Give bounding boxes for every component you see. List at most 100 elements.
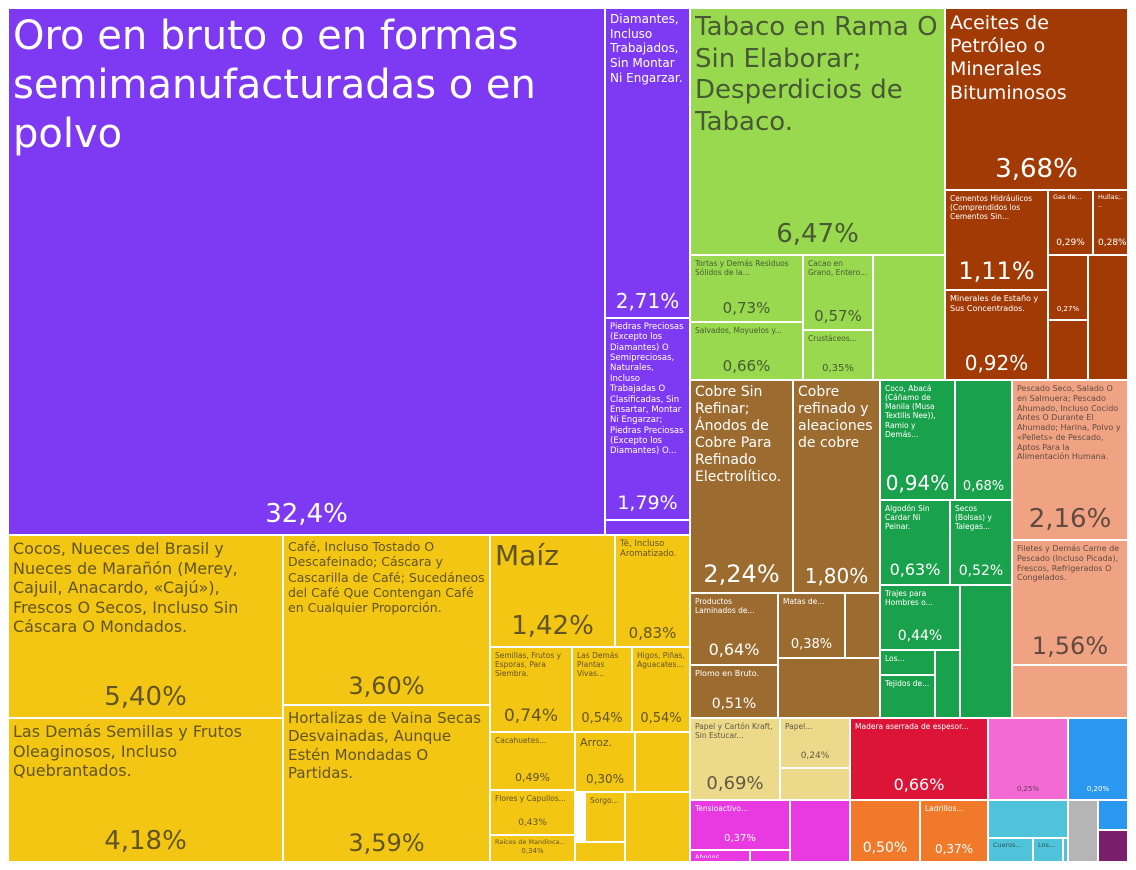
tile: Té, Incluso Aromatizado. 0,83% [615, 535, 690, 647]
tile-label: Madera aserrada de espesor... [855, 722, 969, 731]
small-tile [575, 842, 625, 862]
small-tile [845, 593, 880, 658]
tile-label: Higos, Piñas, Aguacates... [637, 651, 685, 670]
tile: Las Demás Semillas y Frutos Oleaginosos,… [8, 718, 283, 862]
tile-label: Piedras Preciosas (Excepto los Diamantes… [610, 322, 684, 457]
tile-value: 3,68% [995, 154, 1078, 185]
tile-label: Raíces de Mandioca... [495, 839, 566, 846]
small-tile [960, 585, 1012, 718]
tile-label: Aceites de Petróleo o Minerales Bitumino… [950, 12, 1067, 104]
tile-label: Tortas y Demás Residuos Sólidos de la... [695, 259, 789, 278]
tile-label: Plomo en Bruto. [695, 669, 759, 678]
tile-value: 2,71% [615, 289, 680, 313]
tile-label: Minerales de Estaño y Sus Concentrados. [950, 294, 1039, 313]
tile-label: Oro en bruto o en formas semimanufactura… [13, 13, 536, 157]
tile: Tensioactivo... 0,37% [690, 800, 790, 850]
tile-value: 0,28% [1098, 238, 1127, 249]
tile-value: 0,44% [897, 627, 943, 644]
tile-label: Ladrillos... [925, 804, 964, 813]
tile: Arroz. 0,30% [575, 732, 635, 792]
tile: 0,50% [850, 800, 920, 862]
tile: 0,68% [955, 380, 1012, 500]
tile: Minerales de Estaño y Sus Concentrados. 0… [945, 290, 1048, 380]
tile-label: Cueros... [993, 842, 1022, 849]
tile: Plomo en Bruto. 0,51% [690, 665, 778, 718]
small-tile [935, 650, 960, 718]
tile-value: 0,24% [800, 751, 830, 762]
tile: Café, Incluso Tostado O Descafeinado; Cá… [283, 535, 490, 705]
tile-label: Algodón Sin Cardar Ni Peinar. [885, 504, 930, 532]
tile-value: 0,74% [503, 706, 558, 727]
tile: Oro en bruto o en formas semimanufactura… [8, 8, 605, 535]
tile-value: 0,83% [628, 623, 677, 642]
tile-value: 0,68% [962, 478, 1005, 494]
tile-label: Trajes para Hombres o... [885, 589, 933, 608]
tile: Aceites de Petróleo o Minerales Bitumino… [945, 8, 1128, 190]
tile-value: 0,30% [585, 771, 625, 786]
tile-label: Té, Incluso Aromatizado. [620, 539, 677, 560]
tile-label: Pescado Seco, Salado O en Salmuera; Pesc… [1017, 384, 1121, 462]
tile: Ladrillos... 0,37% [920, 800, 988, 862]
tile-value: 0,37% [724, 833, 756, 844]
tile: Semillas, Frutos y Esporas, Para Siembra… [490, 647, 572, 732]
tile-value: 0,66% [722, 356, 771, 375]
tile-label: Papel y Cartón Kraft, Sin Estucar... [695, 722, 773, 741]
tile-value: 0,54% [640, 710, 682, 726]
tile: Cobre Sin Refinar; Ánodos de Cobre Para … [690, 380, 793, 593]
tile-value: 32,4% [265, 499, 348, 530]
tile-value: 0,38% [790, 636, 833, 652]
small-tile [778, 658, 880, 718]
small-tile [605, 520, 690, 535]
tile-label: Café, Incluso Tostado O Descafeinado; Cá… [288, 539, 485, 615]
tile-label: Salvados, Moyuelos y... [695, 326, 782, 335]
small-tile [1012, 665, 1128, 718]
tile-label: Productos Laminados de... [695, 597, 755, 616]
tile: Trajes para Hombres o... 0,44% [880, 585, 960, 650]
tile-label: Crustáceos... [808, 334, 857, 343]
tile: Raíces de Mandioca... 0,34% [490, 835, 575, 862]
tile-label: Coco, Abacá (Cáñamo de Manila (Musa Text… [885, 384, 936, 439]
small-tile [1048, 320, 1088, 380]
tile-value: 2,16% [1028, 504, 1112, 535]
tile: Algodón Sin Cardar Ni Peinar. 0,63% [880, 500, 950, 585]
small-tile [873, 255, 945, 380]
tile-value: 0,54% [581, 710, 623, 726]
tile: Cementos Hidráulicos (Comprendidos los C… [945, 190, 1048, 290]
tile-label: Hullas;... [1098, 194, 1123, 209]
tile-label: Matas de... [783, 597, 825, 606]
tile-value: 0,66% [893, 775, 945, 795]
tile-label: Tejidos de... [885, 679, 930, 688]
small-tile [625, 792, 690, 862]
tile-value: 4,18% [104, 826, 187, 857]
tile-value: 0,73% [722, 298, 771, 317]
tile-label: Cacahuetes... [495, 736, 547, 745]
tile-label: Diamantes, Incluso Trabajados, Sin Monta… [610, 12, 683, 85]
tile: 0,25% [988, 718, 1068, 800]
tile: Tejidos de... [880, 675, 935, 718]
tile-value: 0,92% [964, 351, 1029, 375]
tile-value: 1,56% [1031, 631, 1109, 660]
tile: Coco, Abacá (Cáñamo de Manila (Musa Text… [880, 380, 955, 500]
tile: Los... [880, 650, 935, 675]
tile-value: 5,40% [104, 682, 187, 713]
tile-value: 1,80% [804, 564, 869, 588]
tile-value: 3,60% [348, 671, 425, 700]
tile-value: 0,64% [708, 640, 760, 660]
tile-value: 0,37% [934, 841, 974, 856]
tile-value: 0,51% [711, 695, 757, 712]
small-tile [988, 800, 1068, 838]
small-tile [1088, 255, 1128, 380]
tile: Hullas;... 0,28% [1093, 190, 1128, 255]
tile: 0,20% [1068, 718, 1128, 800]
tile-value: 0,27% [1056, 305, 1080, 314]
tile-label: Gas de... [1053, 194, 1082, 201]
small-tile [635, 732, 690, 792]
tile: Abonos... [690, 850, 750, 862]
tile: Papel y Cartón Kraft, Sin Estucar... 0,69… [690, 718, 780, 800]
tile: Tortas y Demás Residuos Sólidos de la...… [690, 255, 803, 322]
tile: Cocos, Nueces del Brasil y Nueces de Mar… [8, 535, 283, 718]
tile-value: 3,59% [348, 828, 425, 857]
tile: Hortalizas de Vaina Secas Desvainadas, A… [283, 705, 490, 862]
tile-label: Semillas, Frutos y Esporas, Para Siembra… [495, 651, 562, 679]
